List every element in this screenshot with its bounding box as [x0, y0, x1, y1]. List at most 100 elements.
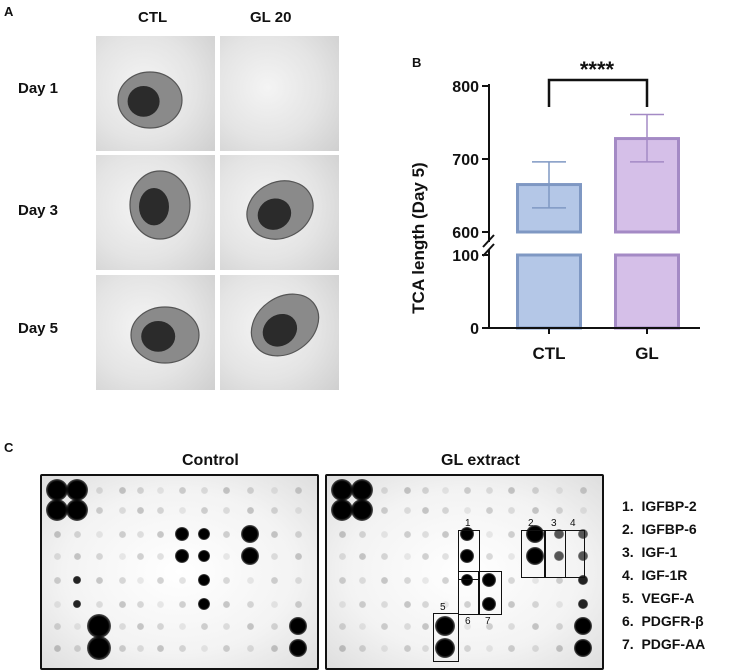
blot-dot	[554, 551, 564, 561]
blot-dot	[463, 600, 471, 608]
blot-dot	[270, 622, 278, 630]
blot-dot	[358, 576, 366, 584]
y-tick-label-700: 700	[452, 152, 479, 169]
blot-dot	[156, 486, 164, 494]
blot-dot	[507, 576, 515, 584]
blot-dot	[380, 644, 388, 652]
box-number-3: 3	[551, 518, 557, 529]
blot-dot	[178, 576, 186, 584]
blot-dot	[95, 600, 103, 608]
blot-dot	[95, 552, 103, 560]
blot-dot	[507, 530, 515, 538]
blot-dot	[380, 530, 388, 538]
y-tick-label-100: 100	[452, 248, 479, 265]
blot-dot	[289, 639, 307, 657]
blot-dot	[118, 644, 126, 652]
blot-dot	[555, 644, 563, 652]
blot-dot	[351, 499, 373, 521]
blot-dot	[338, 530, 346, 538]
blot-dot	[73, 552, 81, 560]
x-tick-label-ctl: CTL	[532, 344, 565, 363]
blot-dot	[73, 622, 81, 630]
blot-dot	[246, 506, 254, 514]
blot-dot	[53, 576, 61, 584]
blot-dot	[136, 530, 144, 538]
blot-dot	[555, 486, 563, 494]
blot-dot	[380, 506, 388, 514]
blot-dot	[421, 576, 429, 584]
blot-dot	[403, 552, 411, 560]
blot-dot	[403, 506, 411, 514]
blot-dot	[87, 614, 111, 638]
bar-upper-gl	[614, 137, 680, 234]
blot-dot	[485, 530, 493, 538]
blot-dot	[421, 530, 429, 538]
blot-dot	[270, 506, 278, 514]
blot-dot	[222, 576, 230, 584]
micrograph-3	[96, 155, 215, 270]
blot-dot	[338, 600, 346, 608]
highlight-box-2	[521, 530, 545, 578]
panel-a-label: A	[4, 4, 14, 19]
blot-dot	[441, 486, 449, 494]
x-tick-label-gl: GL	[635, 344, 659, 363]
blot-dot	[200, 506, 208, 514]
blot-dot	[156, 506, 164, 514]
blot-dot	[403, 600, 411, 608]
blot-dot	[403, 622, 411, 630]
blot-dot	[156, 622, 164, 630]
blot-dot	[531, 576, 539, 584]
blot-dot	[555, 576, 563, 584]
y-axis-label: TCA length (Day 5)	[409, 162, 428, 313]
blot-title-gl-extract: GL extract	[441, 452, 520, 469]
blot-dot	[46, 479, 68, 501]
blot-dot	[198, 528, 210, 540]
blot-dot	[118, 552, 126, 560]
blot-dot	[294, 600, 302, 608]
blot-dot	[463, 644, 471, 652]
blot-dot	[463, 622, 471, 630]
blot-dot	[178, 622, 186, 630]
blot-dot	[338, 622, 346, 630]
blot-dot	[463, 486, 471, 494]
panel-b-label: B	[412, 55, 422, 70]
blot-dot	[554, 529, 564, 539]
blot-dot	[270, 600, 278, 608]
blot-dot	[175, 527, 189, 541]
blot-dot	[463, 506, 471, 514]
micrograph-4	[220, 155, 339, 270]
blot-dot	[421, 644, 429, 652]
blot-dot	[358, 600, 366, 608]
blot-dot	[531, 622, 539, 630]
blot-dot	[270, 576, 278, 584]
blot-dot	[222, 644, 230, 652]
blot-dot	[294, 486, 302, 494]
blot-dot	[460, 549, 474, 563]
blot-dot	[178, 486, 186, 494]
blot-dot	[95, 576, 103, 584]
blot-dot	[421, 552, 429, 560]
blot-dot	[358, 644, 366, 652]
highlight-box-6	[458, 571, 480, 615]
blot-dot	[574, 617, 592, 635]
blot-dot	[246, 644, 254, 652]
blot-title-control: Control	[182, 452, 239, 469]
blot-dot	[507, 600, 515, 608]
blot-dot	[136, 576, 144, 584]
blot-dot	[526, 547, 544, 565]
blot-dot	[461, 574, 473, 586]
blot-dot	[222, 600, 230, 608]
blot-dot	[118, 600, 126, 608]
blot-dot	[118, 576, 126, 584]
y-tick-label-800: 800	[452, 79, 479, 96]
blot-dot	[351, 479, 373, 501]
blot-dot	[294, 576, 302, 584]
blot-dot	[555, 506, 563, 514]
blot-dot	[358, 530, 366, 538]
blot-dot	[118, 506, 126, 514]
blot-dot	[73, 600, 81, 608]
blot-dot	[485, 486, 493, 494]
blot-dot	[294, 552, 302, 560]
blot-dot	[118, 622, 126, 630]
blot-dot	[178, 644, 186, 652]
